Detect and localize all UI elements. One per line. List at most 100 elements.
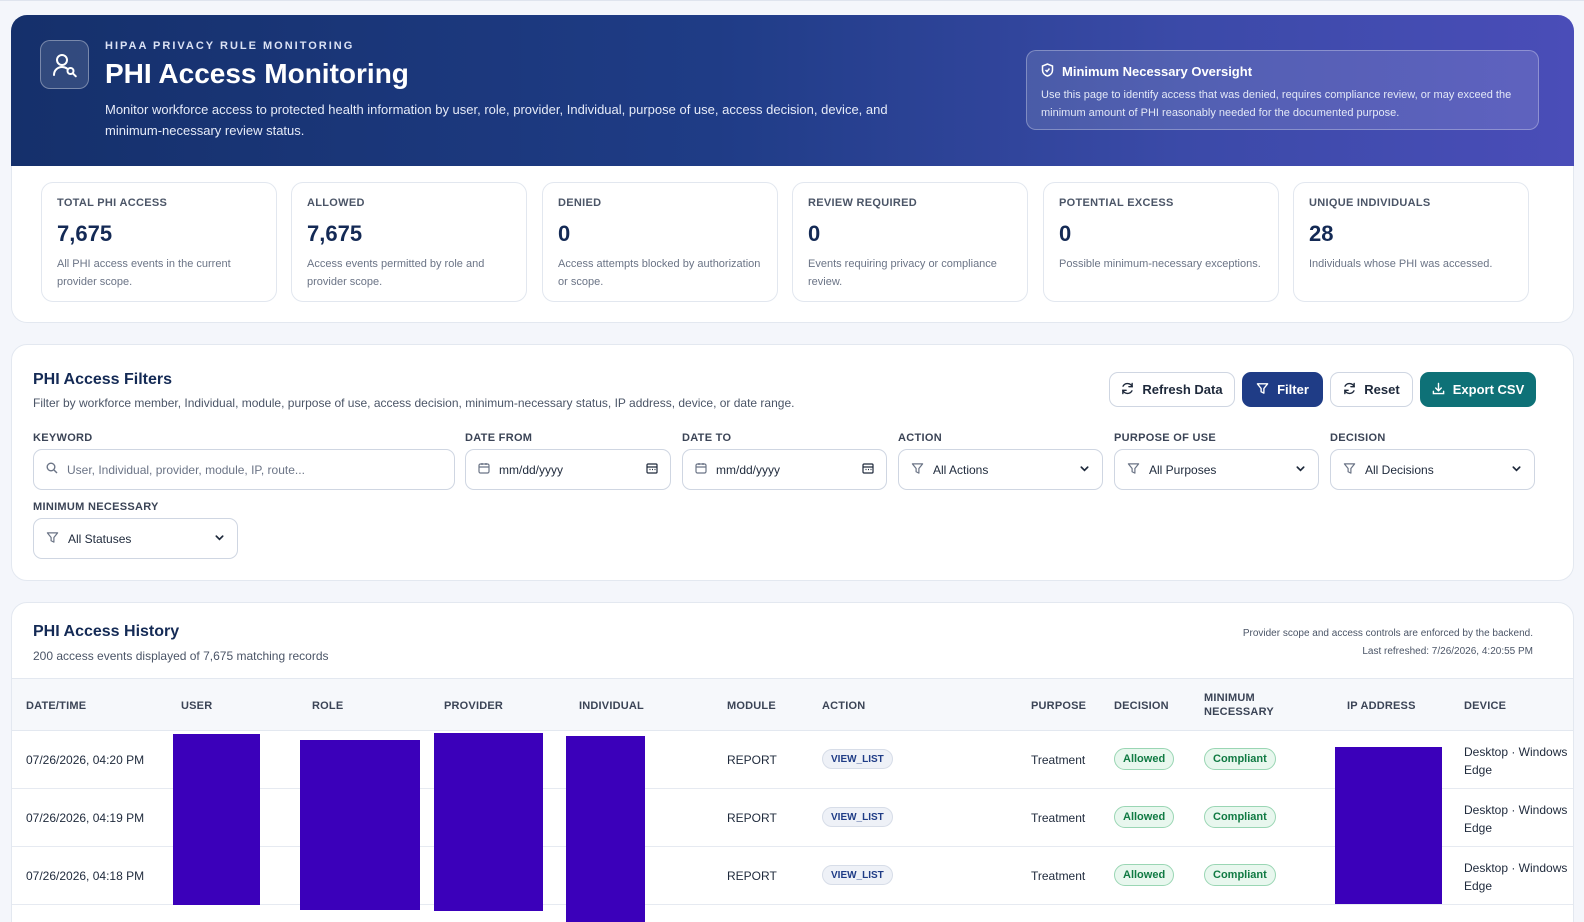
search-icon xyxy=(46,462,58,477)
cell-module: REPORT xyxy=(727,753,777,767)
col-datetime[interactable]: DATE/TIME xyxy=(26,700,87,712)
date-to-input[interactable]: mm/dd/yyyy xyxy=(682,449,887,490)
history-meta: Provider scope and access controls are e… xyxy=(1243,625,1533,661)
reset-button[interactable]: Reset xyxy=(1330,372,1413,407)
stat-review-required: REVIEW REQUIRED 0 Events requiring priva… xyxy=(792,182,1028,302)
filters-subtitle: Filter by workforce member, Individual, … xyxy=(33,396,795,410)
purpose-label: PURPOSE OF USE xyxy=(1114,432,1216,444)
keyword-label: KEYWORD xyxy=(33,432,93,444)
col-provider[interactable]: PROVIDER xyxy=(444,700,504,712)
minimum-necessary-badge: Compliant xyxy=(1204,806,1276,828)
refresh-icon xyxy=(1121,382,1134,398)
stat-total-phi-access: TOTAL PHI ACCESS 7,675 All PHI access ev… xyxy=(41,182,277,302)
action-badge: VIEW_LIST xyxy=(822,749,893,769)
col-user[interactable]: USER xyxy=(181,700,213,712)
download-icon xyxy=(1432,382,1445,398)
scope-note: Provider scope and access controls are e… xyxy=(1242,628,1533,639)
history-subtitle: 200 access events displayed of 7,675 mat… xyxy=(33,649,329,663)
date-to-value: mm/dd/yyyy xyxy=(716,462,781,477)
col-device[interactable]: DEVICE xyxy=(1464,700,1507,712)
cell-datetime: 07/26/2026, 04:20 PM xyxy=(26,753,145,767)
stat-allowed: ALLOWED 7,675 Access events permitted by… xyxy=(291,182,527,302)
cell-purpose: Treatment xyxy=(1031,811,1086,825)
history-title: PHI Access History xyxy=(33,623,180,640)
minimum-necessary-select[interactable]: All Statuses xyxy=(33,518,238,559)
col-decision[interactable]: DECISION xyxy=(1114,700,1169,712)
funnel-icon xyxy=(46,531,59,547)
table-row[interactable]: 07/26/2026, 04:20 PM REPORT VIEW_LIST Tr… xyxy=(12,731,1573,789)
cell-device: Desktop · Windows Edge xyxy=(1464,745,1568,777)
action-badge: VIEW_LIST xyxy=(822,807,893,827)
action-select[interactable]: All Actions xyxy=(898,449,1103,490)
funnel-icon xyxy=(1256,382,1269,398)
calendar-picker-icon[interactable] xyxy=(646,462,658,477)
decision-badge: Allowed xyxy=(1114,864,1175,886)
decision-badge: Allowed xyxy=(1114,806,1175,828)
decision-label: DECISION xyxy=(1330,432,1386,444)
col-purpose[interactable]: PURPOSE xyxy=(1031,700,1087,712)
minimum-necessary-label: MINIMUM NECESSARY xyxy=(33,501,159,513)
chevron-down-icon xyxy=(1079,463,1090,477)
redaction-user xyxy=(173,734,260,905)
table-row[interactable]: 07/26/2026, 04:19 PM REPORT VIEW_LIST Tr… xyxy=(12,789,1573,847)
chevron-down-icon xyxy=(1295,463,1306,477)
filter-button[interactable]: Filter xyxy=(1242,372,1323,407)
col-module[interactable]: MODULE xyxy=(727,700,776,712)
table-row[interactable]: 07/26/2026, 04:18 PM REPORT VIEW_LIST Tr… xyxy=(12,847,1573,905)
export-csv-button[interactable]: Export CSV xyxy=(1420,372,1536,407)
cell-datetime: 07/26/2026, 04:19 PM xyxy=(26,811,145,825)
page-header: HIPAA PRIVACY RULE MONITORING PHI Access… xyxy=(11,15,1574,166)
redaction-individual xyxy=(566,736,645,922)
purpose-value: All Purposes xyxy=(1149,462,1217,477)
col-role[interactable]: ROLE xyxy=(312,700,344,712)
redaction-role xyxy=(300,740,420,910)
minimum-necessary-badge: Compliant xyxy=(1204,748,1276,770)
cell-device: Desktop · Windows Edge xyxy=(1464,861,1568,893)
filters-title: PHI Access Filters xyxy=(33,371,173,388)
page-title: PHI Access Monitoring xyxy=(105,58,409,89)
minimum-necessary-badge: Compliant xyxy=(1204,864,1276,886)
filters-panel: PHI Access Filters Filter by workforce m… xyxy=(11,344,1574,581)
oversight-title: Minimum Necessary Oversight xyxy=(1062,64,1253,79)
date-from-input[interactable]: mm/dd/yyyy xyxy=(465,449,671,490)
shield-icon xyxy=(1041,63,1054,80)
col-ip-address[interactable]: IP ADDRESS xyxy=(1347,700,1416,712)
date-to-label: DATE TO xyxy=(682,432,732,444)
date-from-label: DATE FROM xyxy=(465,432,533,444)
action-value: All Actions xyxy=(933,462,989,477)
oversight-text: Use this page to identify access that wa… xyxy=(1041,89,1512,119)
refresh-data-button[interactable]: Refresh Data xyxy=(1109,372,1235,407)
calendar-picker-icon[interactable] xyxy=(862,462,874,477)
action-label: ACTION xyxy=(898,432,942,444)
decision-select[interactable]: All Decisions xyxy=(1330,449,1535,490)
stat-unique-individuals: UNIQUE INDIVIDUALS 28 Individuals whose … xyxy=(1293,182,1529,302)
purpose-select[interactable]: All Purposes xyxy=(1114,449,1319,490)
col-action[interactable]: ACTION xyxy=(822,700,866,712)
cell-device: Desktop · Windows Edge xyxy=(1464,803,1568,835)
minimum-necessary-value: All Statuses xyxy=(68,531,132,546)
decision-value: All Decisions xyxy=(1365,462,1434,477)
keyword-placeholder: User, Individual, provider, module, IP, … xyxy=(67,462,305,477)
calendar-icon xyxy=(478,462,490,477)
cell-datetime: 07/26/2026, 04:18 PM xyxy=(26,869,145,883)
redaction-provider xyxy=(434,733,543,911)
cell-module: REPORT xyxy=(727,869,777,883)
cell-purpose: Treatment xyxy=(1031,869,1086,883)
calendar-icon xyxy=(695,462,707,477)
redaction-ip-address xyxy=(1335,747,1442,904)
funnel-icon xyxy=(911,462,924,478)
page-eyebrow: HIPAA PRIVACY RULE MONITORING xyxy=(105,40,355,52)
date-from-value: mm/dd/yyyy xyxy=(499,462,564,477)
user-search-icon xyxy=(40,40,89,89)
col-minimum-necessary[interactable]: MINIMUM NECESSARY xyxy=(1204,692,1274,718)
funnel-icon xyxy=(1127,462,1140,478)
cell-module: REPORT xyxy=(727,811,777,825)
funnel-icon xyxy=(1343,462,1356,478)
last-refreshed: Last refreshed: 7/26/2026, 4:20:55 PM xyxy=(1362,646,1533,657)
col-individual[interactable]: INDIVIDUAL xyxy=(579,700,644,712)
keyword-input[interactable]: User, Individual, provider, module, IP, … xyxy=(33,449,455,490)
oversight-callout: Minimum Necessary Oversight Use this pag… xyxy=(1026,50,1539,130)
page-description: Monitor workforce access to protected he… xyxy=(105,102,888,138)
table-header: DATE/TIME USER ROLE PROVIDER INDIVIDUAL … xyxy=(12,678,1573,731)
